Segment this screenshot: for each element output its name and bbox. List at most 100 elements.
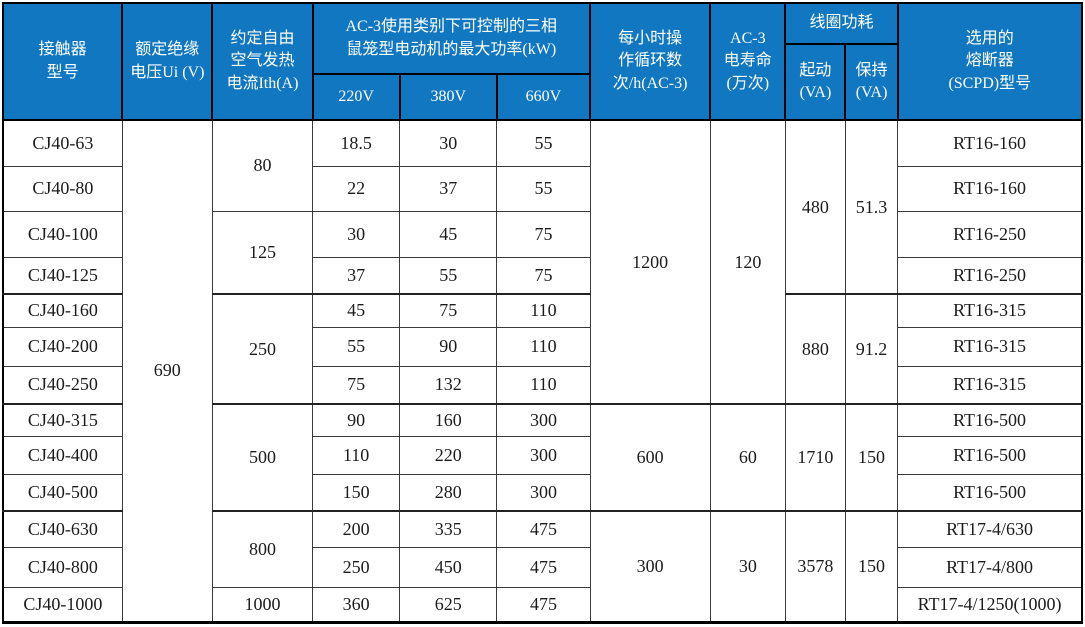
cell-coil-hold-va: 150 [844,510,899,623]
header-220v: 220V [311,73,401,121]
cell-electrical-life: 120 [709,119,786,405]
header-contactor-model: 接触器 型号 [1,2,124,121]
cell-ith: 1000 [211,586,314,623]
cell-ith: 800 [211,510,314,588]
cell-model: CJ40-63 [2,119,123,167]
table-body: CJ40-63 690 80 18.5 30 55 1200 120 480 5… [2,119,1083,623]
header-coil-power-group: 线圈功耗 [784,2,899,45]
cell-power-380v: 280 [399,473,498,512]
cell-power-220v: 90 [312,403,401,437]
cell-power-660v: 55 [496,119,591,167]
cell-power-220v: 75 [312,365,401,405]
cell-power-380v: 55 [399,256,498,295]
cell-power-660v: 110 [496,326,591,367]
cell-model: CJ40-400 [2,435,123,475]
cell-fuse-model: RT16-500 [897,473,1083,512]
table-row: CJ40-630 800 200 335 475 300 30 3578 150… [2,510,1083,623]
header-operating-cycles: 每小时操 作循环数 次/h(AC-3) [589,2,712,121]
cell-ops-per-hour: 1200 [589,119,711,405]
cell-model: CJ40-630 [2,510,123,548]
cell-power-660v: 300 [496,435,591,475]
table-row: CJ40-250 75 132 110 RT16-315 [2,365,1083,405]
cell-power-220v: 150 [312,473,401,512]
cell-power-380v: 220 [399,435,498,475]
cell-coil-start-va: 3578 [784,510,846,623]
cell-coil-start-va: 880 [784,293,846,405]
cell-fuse-model: RT16-315 [897,365,1083,405]
cell-ith: 125 [211,210,314,295]
cell-ith: 80 [211,119,314,212]
cell-power-380v: 45 [399,210,498,258]
table-row: CJ40-100 125 30 45 75 RT16-250 [2,210,1083,295]
cell-ith: 250 [211,293,314,405]
cell-power-220v: 200 [312,510,401,548]
table-header: 接触器 型号 额定绝缘 电压Ui (V) 约定自由 空气发热 电流Ith(A) … [1,2,1084,121]
cell-ui-voltage: 690 [121,119,213,623]
cell-ops-per-hour: 600 [589,403,711,512]
cell-power-660v: 475 [496,546,591,588]
header-rated-insulation-voltage: 额定绝缘 电压Ui (V) [121,2,214,121]
table-row: CJ40-500 150 280 300 RT16-500 [2,473,1083,512]
cell-power-380v: 132 [399,365,498,405]
cell-power-380v: 37 [399,165,498,212]
cell-fuse-model: RT17-4/800 [897,546,1083,588]
cell-power-660v: 75 [496,256,591,295]
cell-model: CJ40-125 [2,256,123,295]
cell-power-660v: 475 [496,586,591,623]
cell-coil-hold-va: 150 [844,403,899,512]
cell-power-380v: 335 [399,510,498,548]
cell-electrical-life: 60 [709,403,786,512]
cell-coil-hold-va: 91.2 [844,293,899,405]
cell-power-220v: 30 [312,210,401,258]
header-coil-hold: 保持 (VA) [844,43,899,121]
table-row: CJ40-200 55 90 110 RT16-315 [2,326,1083,367]
cell-fuse-model: RT16-315 [897,326,1083,367]
table-row: CJ40-315 500 90 160 300 600 60 1710 150 … [2,403,1083,512]
cell-power-220v: 18.5 [312,119,401,167]
cell-power-220v: 110 [312,435,401,475]
cell-electrical-life: 30 [709,510,786,623]
cell-ops-per-hour: 300 [589,510,711,623]
table-row: CJ40-160 250 45 75 110 880 91.2 RT16-315 [2,293,1083,405]
cell-model: CJ40-200 [2,326,123,367]
cell-power-220v: 360 [312,586,401,623]
cell-power-220v: 37 [312,256,401,295]
header-380v: 380V [398,73,498,121]
cell-power-380v: 625 [399,586,498,623]
cell-fuse-model: RT16-160 [897,119,1083,167]
cell-fuse-model: RT16-315 [897,293,1083,328]
cell-power-380v: 160 [399,403,498,437]
cell-power-660v: 300 [496,473,591,512]
cell-power-660v: 110 [496,365,591,405]
header-ac3-electrical-life: AC-3 电寿命 (万次) [709,2,787,121]
cell-ith: 500 [211,403,314,512]
cell-power-660v: 110 [496,293,591,328]
cell-fuse-model: RT16-250 [897,256,1083,295]
header-coil-start: 起动 (VA) [784,43,847,121]
cell-model: CJ40-250 [2,365,123,405]
cell-coil-start-va: 480 [784,119,846,295]
cell-power-220v: 55 [312,326,401,367]
header-660v: 660V [495,73,592,121]
cell-model: CJ40-100 [2,210,123,258]
cell-fuse-model: RT16-500 [897,403,1083,437]
cell-model: CJ40-315 [2,403,123,437]
cell-power-380v: 30 [399,119,498,167]
cell-power-220v: 22 [312,165,401,212]
cell-power-660v: 475 [496,510,591,548]
cell-model: CJ40-1000 [2,586,123,623]
cell-power-660v: 55 [496,165,591,212]
cell-power-660v: 75 [496,210,591,258]
cell-fuse-model: RT17-4/630 [897,510,1083,548]
cell-power-220v: 45 [312,293,401,328]
cell-model: CJ40-160 [2,293,123,328]
cell-model: CJ40-800 [2,546,123,588]
cell-power-660v: 300 [496,403,591,437]
table-row: CJ40-800 250 450 475 RT17-4/800 [2,546,1083,588]
header-ac3-max-power-group: AC-3使用类别下可控制的三相 鼠笼型电动机的最大功率(kW) [311,2,592,75]
table-row: CJ40-1000 1000 360 625 475 RT17-4/1250(1… [2,586,1083,623]
cell-power-380v: 90 [399,326,498,367]
table-row: CJ40-80 22 37 55 RT16-160 [2,165,1083,212]
cell-fuse-model: RT16-500 [897,435,1083,475]
